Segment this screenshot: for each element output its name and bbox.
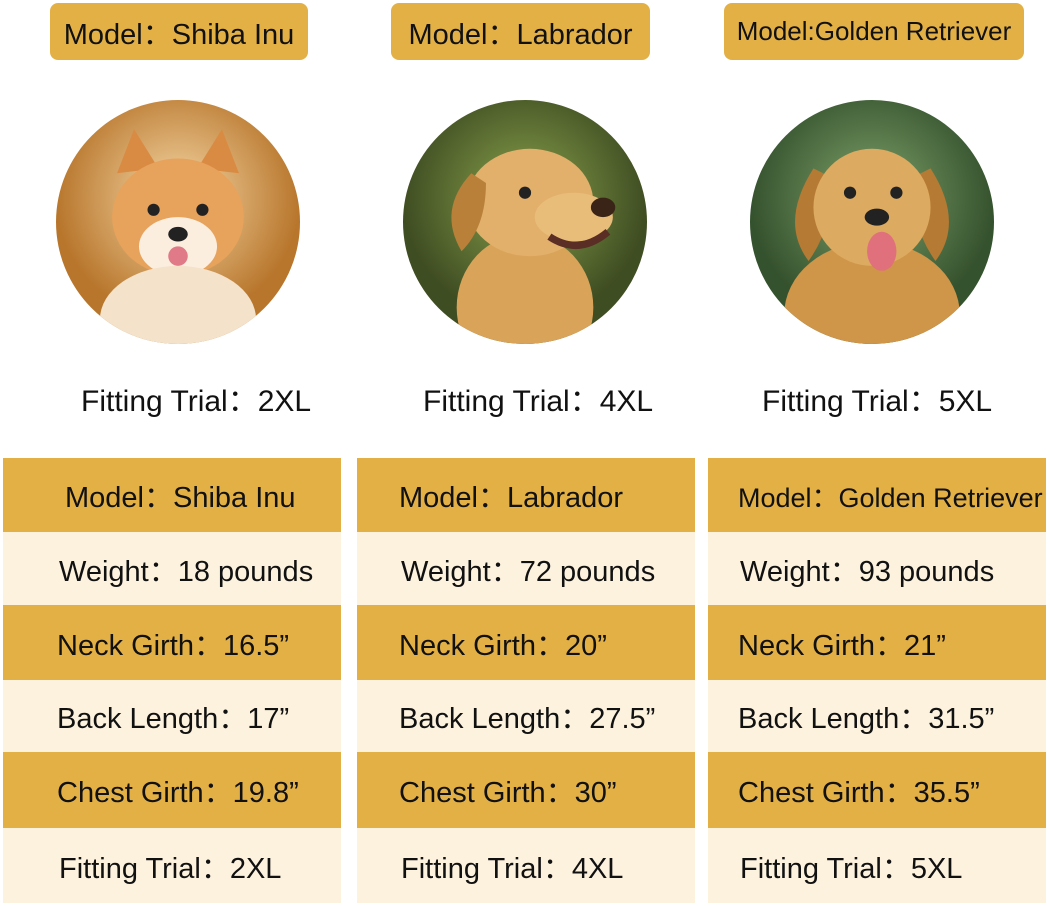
spec-row-chest-girth: Chest Girth：19.8” (3, 752, 341, 828)
spec-table-labrador: Model：Labrador Weight：72 pounds Neck Gir… (357, 458, 695, 903)
spec-table-golden: Model：Golden Retriever Weight：93 pounds … (708, 458, 1046, 903)
model-badge-golden: Model:Golden Retriever (724, 3, 1024, 60)
spec-row-fitting-trial: Fitting Trial：4XL (357, 828, 695, 903)
spec-row-back-length: Back Length：17” (3, 680, 341, 752)
shiba-inu-photo (56, 100, 300, 344)
spec-row-back-length: Back Length：31.5” (708, 680, 1046, 752)
fitting-trial-golden: Fitting Trial：5XL (762, 385, 993, 418)
spec-row-fitting-trial: Fitting Trial：2XL (3, 828, 341, 903)
spec-row-model: Model：Labrador (357, 458, 695, 532)
labrador-photo (403, 100, 647, 344)
spec-row-neck-girth: Neck Girth：16.5” (3, 605, 341, 680)
spec-row-model: Model：Shiba Inu (3, 458, 341, 532)
model-badge-labrador: Model：Labrador (391, 3, 650, 60)
spec-row-fitting-trial: Fitting Trial：5XL (708, 828, 1046, 903)
spec-table-shiba: Model：Shiba Inu Weight：18 pounds Neck Gi… (3, 458, 341, 903)
spec-row-weight: Weight：93 pounds (708, 532, 1046, 605)
spec-row-chest-girth: Chest Girth：30” (357, 752, 695, 828)
spec-row-neck-girth: Neck Girth：21” (708, 605, 1046, 680)
spec-row-chest-girth: Chest Girth：35.5” (708, 752, 1046, 828)
spec-row-weight: Weight：72 pounds (357, 532, 695, 605)
model-badge-shiba: Model：Shiba Inu (50, 3, 308, 60)
fitting-trial-shiba: Fitting Trial：2XL (81, 385, 312, 418)
spec-row-neck-girth: Neck Girth：20” (357, 605, 695, 680)
fitting-trial-labrador: Fitting Trial：4XL (423, 385, 654, 418)
golden-retriever-photo (750, 100, 994, 344)
spec-row-model: Model：Golden Retriever (708, 458, 1046, 532)
spec-row-weight: Weight：18 pounds (3, 532, 341, 605)
spec-row-back-length: Back Length：27.5” (357, 680, 695, 752)
